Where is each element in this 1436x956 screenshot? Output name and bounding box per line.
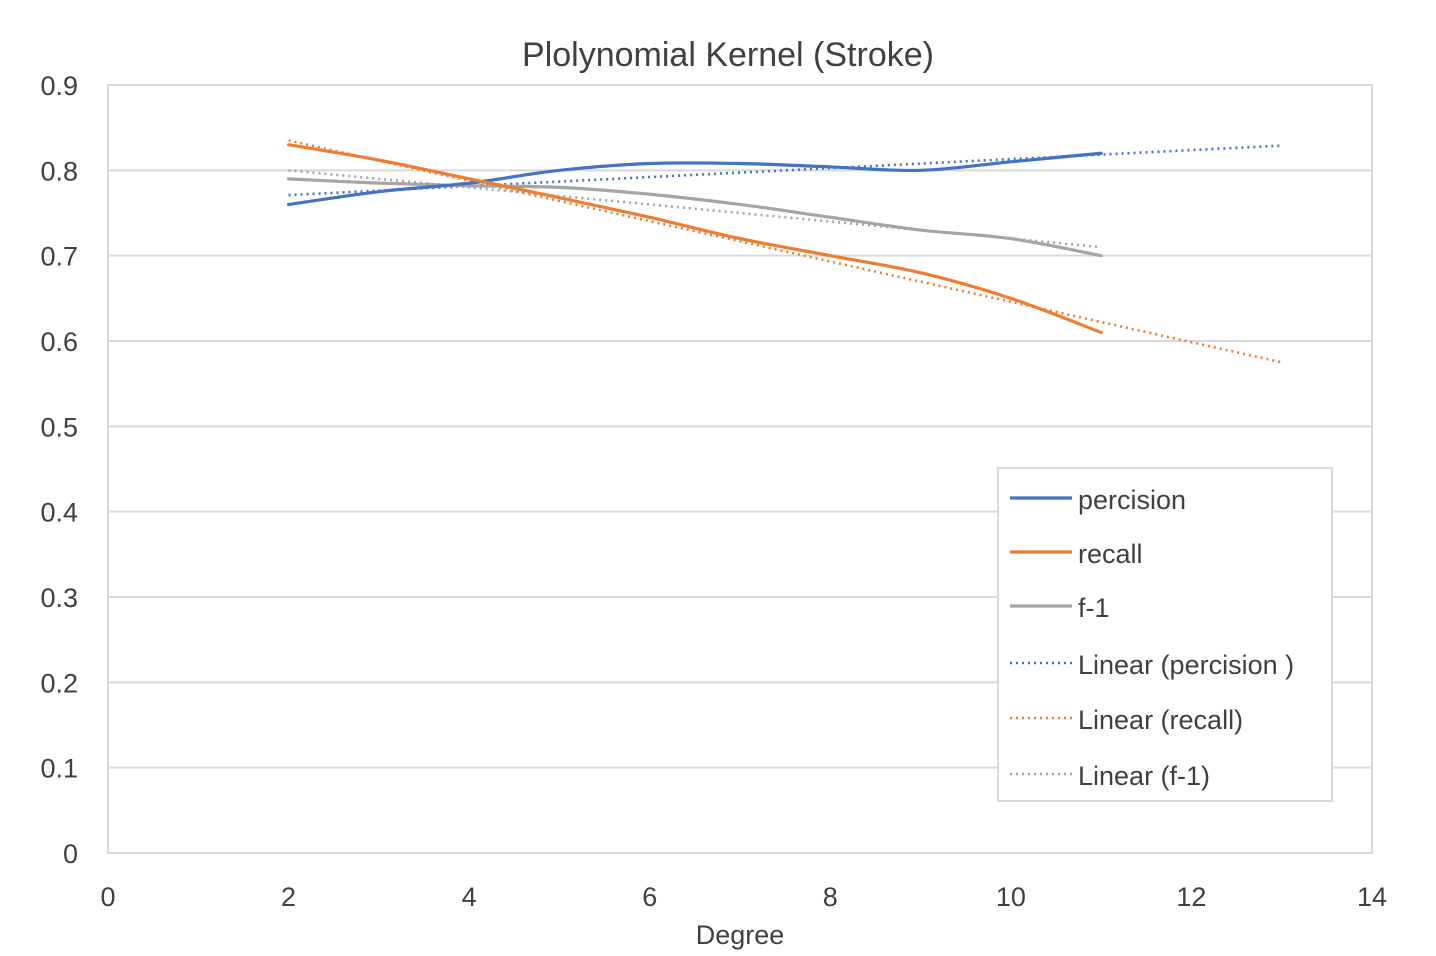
y-tick-label: 0.5 (40, 412, 78, 442)
series-line-f-1 (286, 177, 1103, 258)
x-tick-label: 8 (823, 882, 838, 912)
x-tick-label: 10 (996, 882, 1026, 912)
y-tick-label: 0.8 (40, 156, 78, 186)
series-line-linear-percision (288, 144, 1282, 197)
chart-title: Plolynomial Kernel (Stroke) (522, 36, 934, 74)
legend: percision recall f-1 Linear (percision ) Lin… (997, 467, 1333, 802)
x-tick-label: 2 (281, 882, 296, 912)
legend-label: f-1 (1078, 593, 1110, 623)
series-lines (286, 139, 1282, 364)
y-tick-label: 0.6 (40, 327, 78, 357)
x-tick-label: 0 (100, 882, 115, 912)
series-line-linear-recall (288, 139, 1282, 364)
y-tick-label: 0.9 (40, 71, 78, 101)
y-tick-label: 0.2 (40, 668, 78, 698)
legend-label: Linear (recall) (1078, 705, 1243, 735)
y-tick-label: 0.1 (40, 754, 78, 784)
series-line-recall (286, 143, 1103, 335)
legend-label: Linear (percision ) (1078, 650, 1294, 680)
legend-label: recall (1078, 539, 1143, 569)
y-tick-label: 0 (63, 839, 78, 869)
legend-label: Linear (f-1) (1078, 761, 1210, 791)
y-tick-label: 0.4 (40, 498, 78, 528)
x-tick-label: 14 (1357, 882, 1387, 912)
plot-area-border (107, 84, 1373, 854)
series-line-percision (286, 151, 1103, 207)
x-axis-label: Degree (696, 920, 785, 950)
y-tick-label: 0.3 (40, 583, 78, 613)
y-tick-label: 0.7 (40, 242, 78, 272)
tick-labels: 0 0.1 0.2 0.3 0.4 0.5 0.6 0.7 0.8 0.9 0 2 4 6 8 10 12 14 (40, 71, 1387, 912)
x-tick-label: 6 (642, 882, 657, 912)
legend-box (997, 467, 1333, 802)
legend-label: percision (1078, 485, 1186, 515)
x-tick-label: 4 (462, 882, 477, 912)
series-line-linear-f-1 (288, 169, 1102, 249)
x-tick-label: 12 (1176, 882, 1206, 912)
